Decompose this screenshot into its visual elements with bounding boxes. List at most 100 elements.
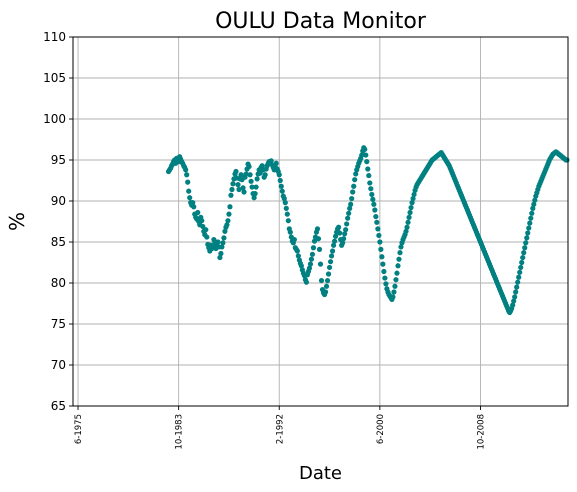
data-point [322,289,329,295]
data-point [317,261,324,267]
data-point [199,218,205,224]
data-point [527,220,533,226]
data-point [382,275,388,281]
data-point [380,261,386,267]
data-point [191,204,197,210]
data-point [200,223,206,230]
data-point [251,195,257,201]
data-point [314,226,321,232]
data-point [287,229,293,235]
data-point [366,172,372,179]
data-point [374,219,380,225]
data-point [371,201,377,207]
data-point [379,254,385,260]
data-point [405,219,411,225]
data-point [390,294,396,300]
data-point [327,259,334,265]
data-point [331,238,338,244]
data-point [513,289,519,295]
data-point [294,248,300,254]
data-point [522,245,528,251]
y-tick-label: 70 [51,358,66,372]
data-point [337,230,343,236]
data-point [394,270,400,276]
data-point [295,253,301,259]
data-point [346,210,352,216]
data-point [529,210,535,216]
data-point [228,192,234,198]
data-point [525,230,531,236]
data-point [215,239,221,245]
x-tick-label: 2-1992 [275,414,285,444]
data-point [330,242,337,248]
data-point [281,195,287,202]
data-point [316,246,323,252]
data-point [329,248,336,254]
data-point [398,244,404,250]
data-point [243,171,249,177]
data-point [530,205,536,211]
data-point [246,163,252,170]
data-point [365,166,371,172]
data-point [315,236,322,242]
data-point [511,298,517,304]
y-tick-label: 105 [43,71,66,85]
data-point [345,215,351,221]
x-tick-label: 10-1983 [175,414,185,450]
data-point [221,235,227,241]
data-point [310,245,317,251]
data-point [226,211,232,217]
data-point [397,250,403,256]
data-point [257,170,263,176]
data-point [518,264,524,271]
data-point [218,250,224,257]
y-tick-label: 75 [51,317,66,331]
data-point [285,218,291,224]
data-point [303,279,310,285]
data-point [248,178,254,184]
data-point [375,226,381,232]
x-axis-label: Date [299,463,342,484]
data-point [259,163,265,169]
data-point [370,196,376,202]
data-point [531,201,537,207]
data-point [240,185,246,191]
data-point [363,152,369,158]
data-point [376,232,382,239]
data-point [311,238,318,244]
data-point [410,195,416,202]
data-point [262,172,268,178]
data-point [309,251,316,257]
data-point [190,200,196,206]
data-point [249,184,255,190]
data-point [247,172,253,178]
data-point [369,191,375,198]
data-point [185,179,191,185]
x-tick-label: 10-2008 [476,414,486,450]
data-point [564,157,570,163]
data-point [184,172,190,178]
data-point [326,264,333,271]
grid [73,36,568,407]
data-point [222,228,228,234]
data-point [324,277,331,284]
data-point [396,256,402,262]
data-point [367,180,373,186]
data-point [217,254,223,261]
data-point [373,213,379,220]
data-point [308,256,315,262]
y-axis-label: % [5,212,29,231]
data-point [332,233,339,239]
data-point [348,201,354,207]
data-point [517,269,523,275]
data-point [395,263,401,269]
data-point [351,183,357,189]
data-point [283,205,289,211]
chart-title: OULU Data Monitor [215,9,427,34]
data-point [279,188,285,194]
data-point [378,246,384,252]
data-point [409,200,415,206]
y-tick-label: 85 [51,235,66,249]
data-point [252,191,258,197]
data-point [377,239,383,245]
